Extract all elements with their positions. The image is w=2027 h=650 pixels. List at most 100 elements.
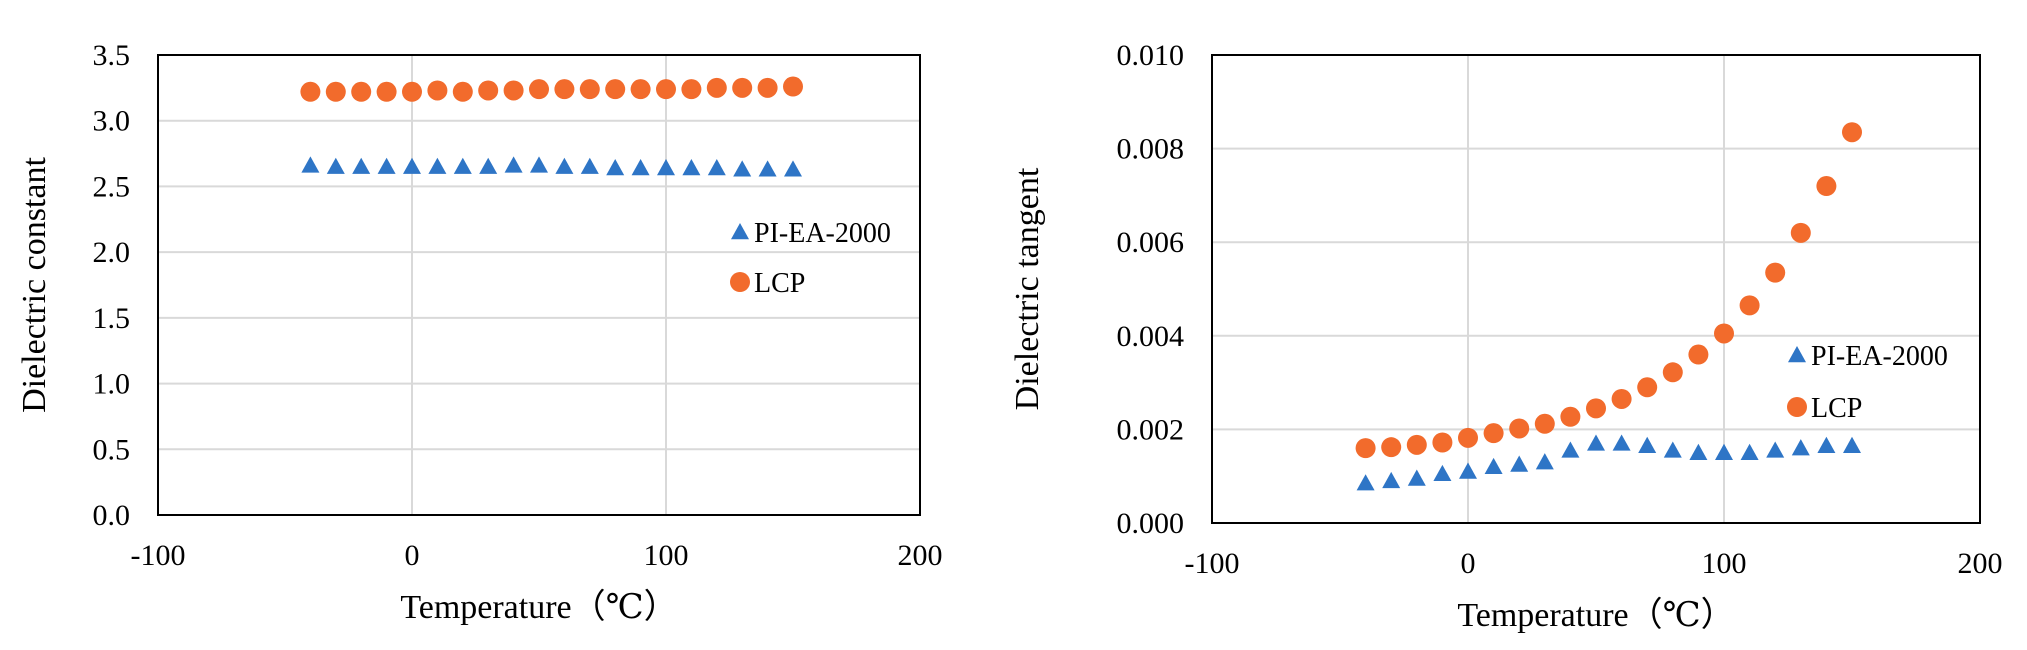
y-tick-label: 1.0 bbox=[93, 368, 131, 401]
x-axis-title: Temperature（℃） bbox=[400, 588, 677, 626]
x-tick-label: 100 bbox=[644, 539, 689, 572]
data-point bbox=[427, 80, 448, 101]
y-axis-title: Dielectric constant bbox=[16, 157, 53, 413]
y-tick-label: 0.002 bbox=[1117, 413, 1185, 446]
data-point bbox=[554, 79, 575, 100]
data-point bbox=[630, 79, 651, 100]
data-point bbox=[1766, 441, 1785, 458]
data-point bbox=[1381, 437, 1402, 458]
x-tick-label: 100 bbox=[1702, 547, 1747, 580]
data-point bbox=[1458, 427, 1478, 448]
data-point bbox=[605, 79, 626, 100]
legend-label: PI-EA-2000 bbox=[754, 218, 891, 249]
data-point bbox=[478, 80, 499, 101]
series-lcp bbox=[300, 76, 803, 102]
data-point bbox=[325, 81, 346, 102]
x-tick-label: 0 bbox=[405, 539, 420, 572]
y-tick-label: 1.5 bbox=[93, 302, 131, 335]
data-point bbox=[504, 156, 523, 173]
data-point bbox=[784, 160, 802, 177]
data-point bbox=[657, 159, 675, 176]
legend-label: PI-EA-2000 bbox=[1811, 341, 1948, 372]
data-point bbox=[1459, 462, 1477, 479]
data-point bbox=[1817, 436, 1836, 453]
data-point bbox=[1560, 406, 1581, 427]
data-point bbox=[1689, 443, 1708, 460]
data-point bbox=[1355, 438, 1376, 459]
data-point bbox=[479, 157, 498, 174]
data-point bbox=[453, 157, 472, 174]
data-point bbox=[301, 156, 320, 173]
data-point bbox=[606, 159, 625, 176]
data-point bbox=[530, 156, 548, 173]
legend-marker bbox=[730, 272, 750, 292]
x-tick-label: -100 bbox=[1185, 547, 1240, 580]
y-tick-label: 3.5 bbox=[93, 39, 131, 72]
data-point bbox=[1534, 413, 1555, 434]
x-axis-title: Temperature（℃） bbox=[1457, 596, 1734, 634]
series-pi-ea-2000 bbox=[1356, 434, 1861, 491]
legend: PI-EA-2000 LCP bbox=[730, 218, 891, 299]
data-point bbox=[1382, 471, 1401, 489]
data-point bbox=[1715, 443, 1733, 460]
data-point bbox=[529, 79, 549, 100]
data-point bbox=[1790, 222, 1811, 243]
data-point bbox=[1407, 469, 1426, 486]
data-point bbox=[1611, 388, 1632, 409]
data-point bbox=[1356, 474, 1375, 491]
data-point bbox=[681, 79, 702, 100]
data-point bbox=[1662, 362, 1683, 383]
y-tick-label: 0.008 bbox=[1117, 133, 1185, 166]
data-point bbox=[1739, 295, 1760, 316]
data-point bbox=[579, 79, 600, 100]
data-point bbox=[1586, 398, 1606, 419]
x-tick-label: 200 bbox=[1958, 547, 2003, 580]
y-tick-label: 0.006 bbox=[1117, 226, 1185, 259]
data-point bbox=[1432, 432, 1453, 453]
x-tick-label: 200 bbox=[898, 539, 943, 572]
data-point bbox=[1433, 464, 1452, 482]
x-tick-label: 0 bbox=[1461, 547, 1476, 580]
series-pi-ea-2000 bbox=[301, 156, 802, 177]
data-point bbox=[377, 157, 396, 174]
data-point bbox=[300, 81, 321, 102]
data-point bbox=[1406, 434, 1427, 455]
data-point bbox=[326, 157, 345, 174]
data-point bbox=[1816, 176, 1837, 197]
data-point bbox=[1688, 344, 1709, 365]
legend-marker bbox=[1788, 346, 1806, 363]
x-tick-label: -100 bbox=[131, 539, 186, 572]
data-point bbox=[403, 157, 421, 174]
data-point bbox=[376, 81, 397, 102]
data-point bbox=[1535, 453, 1554, 470]
data-point bbox=[503, 80, 524, 101]
data-point bbox=[682, 159, 701, 176]
y-tick-label: 2.5 bbox=[93, 170, 131, 203]
legend: PI-EA-2000 LCP bbox=[1787, 341, 1948, 424]
legend-label: LCP bbox=[754, 268, 805, 299]
data-point bbox=[1791, 439, 1810, 456]
plot-frame bbox=[1211, 54, 1981, 524]
data-point bbox=[707, 159, 726, 176]
data-point bbox=[1637, 377, 1658, 398]
data-point bbox=[1714, 323, 1734, 344]
data-point bbox=[1843, 436, 1861, 453]
data-point bbox=[452, 81, 473, 102]
data-point bbox=[1765, 262, 1786, 283]
data-point bbox=[1842, 122, 1862, 143]
data-point bbox=[352, 157, 371, 174]
data-point bbox=[732, 77, 753, 98]
data-point bbox=[1638, 436, 1657, 453]
data-point bbox=[1663, 441, 1682, 458]
data-point bbox=[555, 157, 574, 174]
data-point bbox=[706, 77, 727, 98]
data-point bbox=[733, 160, 752, 177]
data-point bbox=[1740, 443, 1759, 460]
data-point bbox=[1510, 455, 1529, 472]
legend-marker bbox=[731, 223, 749, 240]
data-point bbox=[1561, 441, 1580, 458]
legend-label: LCP bbox=[1811, 393, 1862, 424]
chart-left: 0.0 0.5 1.0 1.5 2.0 2.5 3.0 3.5 -100 0 100 200 Tempe… bbox=[16, 39, 943, 626]
data-point bbox=[783, 76, 803, 97]
chart-right: 0.000 0.002 0.004 0.006 0.008 0.010 -100 0 100 20… bbox=[1009, 39, 2003, 634]
